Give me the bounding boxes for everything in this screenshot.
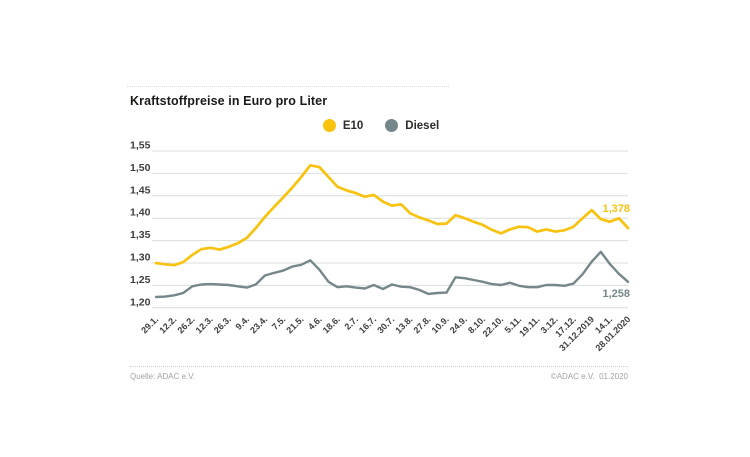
diesel-legend-dot-icon <box>385 119 399 132</box>
y-axis-tick-label: 1,55 <box>130 140 151 152</box>
fuel-price-line-chart: 1,551,501,451,401,351,301,251,2029.1.12.… <box>130 140 632 354</box>
legend-label-diesel: Diesel <box>405 119 440 132</box>
x-axis-tick-label: 29.1. <box>139 314 160 335</box>
x-axis-tick-label: 19.11. <box>517 314 541 338</box>
e10-line <box>154 163 630 267</box>
y-axis-tick-label: 1,30 <box>130 252 151 264</box>
x-axis-tick-label: 26.2. <box>175 314 196 335</box>
source-note: Quelle: ADAC e.V. <box>130 372 196 381</box>
x-axis-tick-label: 18.6. <box>321 314 342 335</box>
x-axis-tick-label: 21.5. <box>284 314 305 335</box>
x-axis-tick-label: 10.9. <box>430 314 451 335</box>
y-axis-tick-label: 1,20 <box>130 296 151 308</box>
legend-label-e10: E10 <box>342 119 364 132</box>
diesel-end-value-label: 1,258 <box>602 288 630 300</box>
top-dotted-rule <box>127 86 449 87</box>
legend-item-diesel: Diesel <box>385 119 439 132</box>
x-axis-tick-label: 30.7. <box>375 314 396 335</box>
x-axis-tick-label: 12.2. <box>157 314 178 335</box>
x-axis-tick-label: 24.9. <box>448 314 469 335</box>
y-axis-tick-label: 1,25 <box>130 274 151 286</box>
copyright-note: ©ADAC e.V. 01.2020 <box>550 372 628 381</box>
x-axis-tick-label: 27.8. <box>411 314 432 335</box>
y-axis-tick-label: 1,40 <box>130 207 151 219</box>
x-axis-tick-label: 13.8. <box>393 314 414 335</box>
x-axis-tick-label: 22.10. <box>481 314 506 339</box>
x-axis-tick-label: 23.4. <box>248 314 269 335</box>
x-axis-tick-label: 16.7. <box>357 314 378 335</box>
y-axis-tick-label: 1,50 <box>130 162 151 174</box>
diesel-line <box>154 250 630 299</box>
footer-divider <box>130 366 628 367</box>
e10-legend-dot-icon <box>322 119 336 132</box>
y-axis-tick-label: 1,45 <box>130 184 151 196</box>
legend-item-e10: E10 <box>322 119 364 132</box>
y-axis-tick-label: 1,35 <box>130 229 151 241</box>
e10-end-value-label: 1,378 <box>602 203 630 215</box>
x-axis-tick-label: 26.3. <box>212 314 233 335</box>
x-axis-tick-label: 12.3. <box>194 314 215 335</box>
chart-title: Kraftstoffpreise in Euro pro Liter <box>130 94 328 108</box>
footer: Quelle: ADAC e.V. ©ADAC e.V. 01.2020 <box>130 372 628 381</box>
chart-legend: E10 Diesel <box>122 119 640 132</box>
